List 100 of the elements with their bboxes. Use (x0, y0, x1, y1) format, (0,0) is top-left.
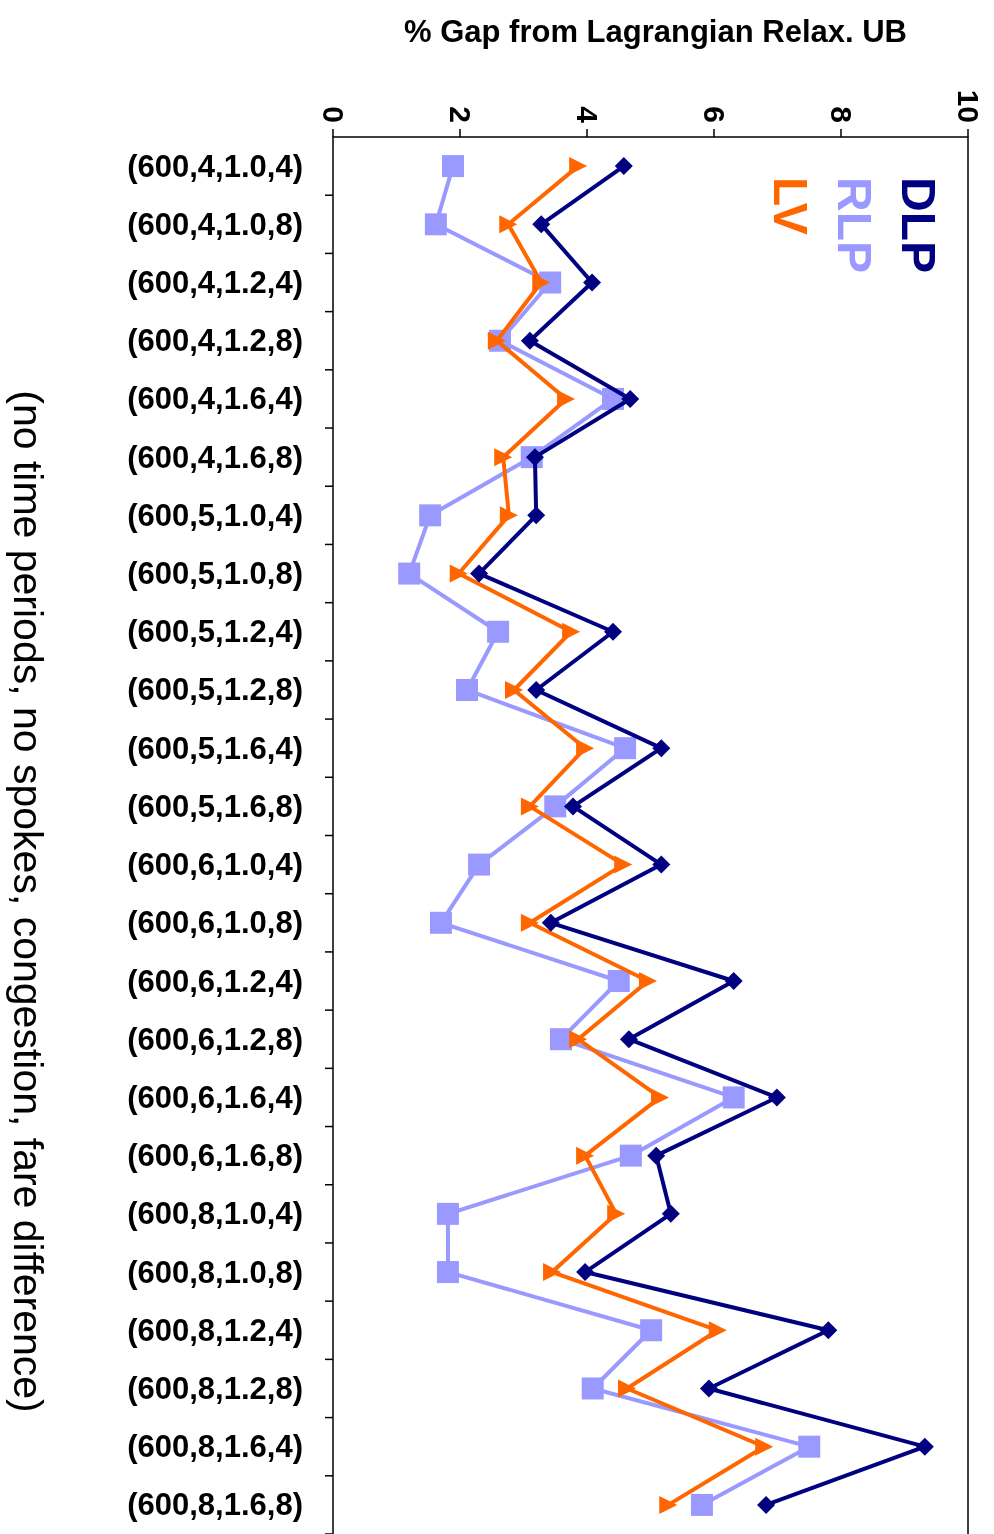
x-tick-label: 10 (951, 89, 985, 123)
point (614, 737, 637, 760)
point (607, 1204, 626, 1223)
x-tick-label: 8 (824, 106, 858, 123)
point (581, 1377, 604, 1400)
point (607, 970, 630, 993)
point (576, 1263, 595, 1282)
point (532, 215, 551, 234)
point (543, 1263, 562, 1282)
y-tick-label: (600,8,1.0,8) (127, 1254, 303, 1290)
point (661, 1204, 680, 1223)
y-tick-label: (600,8,1.2,4) (127, 1312, 303, 1348)
point (398, 562, 421, 585)
point (455, 678, 478, 701)
point (436, 1202, 459, 1225)
point (569, 1030, 588, 1049)
y-tick-label: (600,5,1.6,4) (127, 730, 303, 766)
y-tick-label: (600,8,1.6,4) (127, 1429, 303, 1465)
y-tick-label: (600,6,1.2,4) (127, 963, 303, 999)
point (757, 1495, 776, 1514)
point (429, 911, 452, 934)
point (541, 913, 560, 932)
point (564, 797, 583, 816)
y-tick-label: (600,8,1.2,8) (127, 1370, 303, 1406)
point (619, 1144, 642, 1167)
point (618, 1379, 637, 1398)
y-tick-label: (600,6,1.6,8) (127, 1138, 303, 1174)
point (520, 797, 539, 816)
point (699, 1379, 718, 1398)
y-tick-label: (600,8,1.0,4) (127, 1196, 303, 1232)
point (652, 739, 671, 758)
point (755, 1437, 774, 1456)
point (470, 564, 489, 583)
point (527, 680, 546, 699)
point (659, 1495, 678, 1514)
y-tick-label: (600,5,1.6,8) (127, 788, 303, 824)
point (621, 389, 640, 408)
point (619, 1030, 638, 1049)
y-tick-label: (600,5,1.0,8) (127, 556, 303, 592)
point (583, 273, 602, 292)
y-tick-label: (600,4,1.0,8) (127, 206, 303, 242)
point (468, 853, 491, 876)
x-tick-label: 2 (443, 106, 477, 123)
point (520, 913, 539, 932)
point (614, 855, 633, 874)
y-tick-label: (600,5,1.2,8) (127, 672, 303, 708)
point (576, 1146, 595, 1165)
point (532, 273, 551, 292)
point (798, 1435, 821, 1458)
point (604, 622, 623, 641)
point (449, 564, 468, 583)
point (499, 506, 518, 525)
text: RLP (827, 177, 881, 273)
x-tick-label: 4 (570, 106, 604, 124)
point (690, 1493, 713, 1516)
point (562, 622, 581, 641)
point (419, 504, 442, 527)
point (436, 1261, 459, 1284)
y-tick-label: (600,6,1.0,4) (127, 847, 303, 883)
point (544, 795, 567, 818)
y-tick-label: (600,5,1.2,4) (127, 614, 303, 650)
point (442, 155, 465, 178)
point (487, 331, 506, 350)
point (525, 448, 544, 467)
x-axis-title: % Gap from Lagrangian Relax. UB (404, 14, 907, 49)
point (520, 331, 539, 350)
point (651, 1088, 670, 1107)
text: LV (763, 177, 817, 235)
point (767, 1088, 786, 1107)
point (614, 157, 633, 176)
point (487, 620, 510, 643)
x-tick-label: 6 (697, 106, 731, 123)
point (915, 1437, 934, 1456)
point (557, 389, 576, 408)
y-tick-label: (600,8,1.6,8) (127, 1487, 303, 1523)
y-tick-label: (600,6,1.0,8) (127, 905, 303, 941)
y-tick-label: (600,4,1.0,4) (127, 148, 303, 184)
point (652, 855, 671, 874)
y-tick-label: (600,6,1.2,8) (127, 1021, 303, 1057)
x-tick-label: 0 (316, 106, 350, 123)
y-tick-label: (600,4,1.2,8) (127, 323, 303, 359)
text: DLP (891, 177, 945, 273)
point (424, 213, 447, 236)
point (569, 157, 588, 176)
y-tick-label: (600,4,1.6,8) (127, 439, 303, 475)
point (724, 972, 743, 991)
point (638, 972, 657, 991)
point (504, 680, 523, 699)
point (708, 1321, 727, 1340)
point (640, 1319, 663, 1342)
y-tick-label: (600,6,1.6,4) (127, 1079, 303, 1115)
y-axis-title: (no time periods, no spokes, congestion, fare difference) (5, 390, 51, 1413)
y-tick-label: (600,4,1.6,4) (127, 381, 303, 417)
point (527, 506, 546, 525)
point (819, 1321, 838, 1340)
point (722, 1086, 745, 1109)
y-tick-label: (600,4,1.2,4) (127, 265, 303, 301)
point (494, 448, 513, 467)
point (499, 215, 518, 234)
point (647, 1146, 666, 1165)
